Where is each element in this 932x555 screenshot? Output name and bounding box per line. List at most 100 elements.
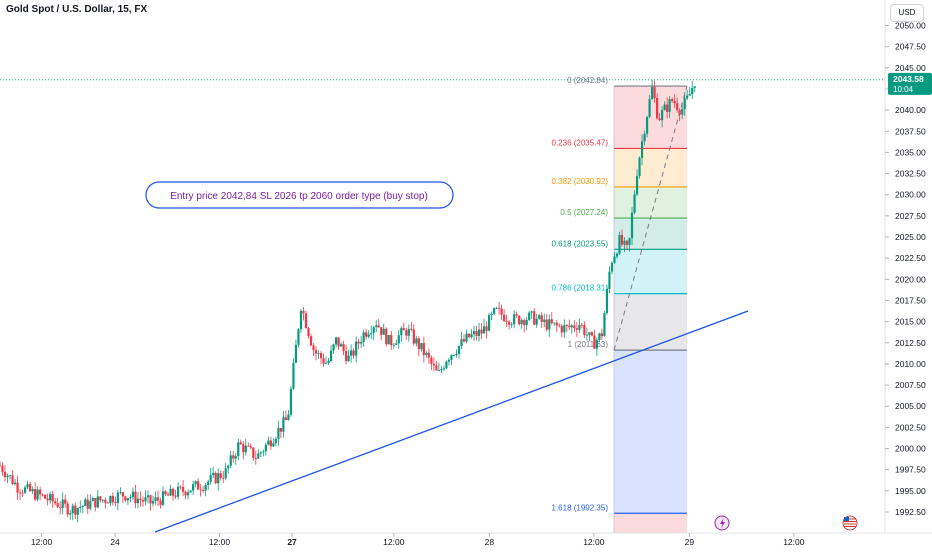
candle-body xyxy=(435,365,438,371)
candle-body xyxy=(678,110,681,115)
candle-body xyxy=(628,238,631,245)
candle-body xyxy=(417,338,420,350)
candle-body xyxy=(217,473,220,484)
candle-body xyxy=(69,513,72,515)
candle-body xyxy=(104,499,107,503)
candle-body xyxy=(550,319,553,324)
candle-body xyxy=(535,318,538,325)
candle-body xyxy=(18,492,22,494)
price-tick-label: 2037.50 xyxy=(895,126,926,136)
fib-level-label: 0.236 (2035.47) xyxy=(552,138,609,147)
time-tick-label: 12:00 xyxy=(209,537,231,547)
candle-body xyxy=(189,490,192,493)
candle-body xyxy=(292,362,295,389)
candle-body xyxy=(319,353,323,359)
candle-body xyxy=(232,455,235,459)
candle-body xyxy=(372,327,375,334)
candle-body xyxy=(590,332,593,336)
candle-body xyxy=(610,262,614,272)
candle-body xyxy=(314,350,318,354)
candle-body xyxy=(111,496,114,503)
candle-body xyxy=(94,497,97,508)
fibonacci-retracement[interactable]: 0 (2042.84) 0.236 (2035.47) 0.382 (2030.92… xyxy=(552,76,688,533)
candle-body xyxy=(56,503,59,508)
candle-body xyxy=(360,342,363,344)
price-tag-bg xyxy=(888,72,932,95)
candle-body xyxy=(513,314,516,325)
candle-body xyxy=(492,308,496,314)
candle-body xyxy=(86,499,89,509)
candle-body xyxy=(560,326,563,333)
candle-body xyxy=(568,325,571,328)
price-tag-value: 2043.58 xyxy=(893,74,924,84)
candle-body xyxy=(395,343,398,345)
time-tick-label: 27 xyxy=(287,537,297,547)
candle-body xyxy=(450,355,453,360)
candle-body xyxy=(663,104,666,111)
candle-body xyxy=(0,465,2,467)
candle-body xyxy=(161,491,165,505)
candle-body xyxy=(181,486,185,492)
fib-zone xyxy=(614,350,687,514)
fib-zone xyxy=(614,86,687,149)
candle-body xyxy=(598,333,601,340)
candle-body xyxy=(89,501,92,509)
candle-body xyxy=(385,328,388,345)
candle-body xyxy=(523,320,526,326)
price-tick-label: 2015.00 xyxy=(895,317,926,327)
candle-body xyxy=(44,494,47,499)
candle-body xyxy=(31,489,34,492)
candle-body xyxy=(204,485,207,491)
candle-body xyxy=(209,475,212,482)
candle-body xyxy=(357,341,360,344)
candle-body xyxy=(284,417,288,421)
candle-body xyxy=(279,427,282,432)
candle-body xyxy=(114,502,117,504)
candle-body xyxy=(578,324,581,330)
candle-body xyxy=(518,315,521,325)
candle-body xyxy=(563,325,566,333)
price-tick-label: 2025.00 xyxy=(895,232,926,242)
candle-body xyxy=(192,484,195,491)
candle-body xyxy=(558,325,561,327)
candle-body xyxy=(64,499,67,504)
fib-zone xyxy=(614,293,687,351)
candle-body xyxy=(254,458,257,459)
candle-body xyxy=(134,491,137,504)
price-tick-label: 2050.00 xyxy=(895,21,926,31)
candle-body xyxy=(505,321,508,322)
candle-body xyxy=(307,328,310,337)
candle-body xyxy=(174,495,177,497)
candle-body xyxy=(28,484,32,492)
time-axis[interactable]: 12:00 24 12:00 27 12:00 28 12:00 29 12:00 xyxy=(0,532,932,547)
candle-body xyxy=(661,110,664,121)
candle-body xyxy=(425,352,428,356)
candle-body xyxy=(686,95,689,99)
candle-body xyxy=(350,350,353,356)
candle-body xyxy=(500,308,503,315)
us-flag-canton xyxy=(844,517,849,521)
candle-body xyxy=(252,447,255,459)
fib-level-label: 0.618 (2023.55) xyxy=(552,239,609,248)
candle-body xyxy=(693,86,696,88)
candle-body xyxy=(643,133,646,142)
candle-body xyxy=(645,116,649,134)
candle-body xyxy=(365,332,368,337)
price-tag-countdown: 10:04 xyxy=(893,85,914,94)
candle-body xyxy=(470,334,473,338)
candle-body xyxy=(302,310,305,314)
candle-body xyxy=(202,490,205,491)
candle-body xyxy=(159,500,162,505)
candle-body xyxy=(131,491,135,498)
currency-button[interactable]: USD xyxy=(890,4,924,22)
candle-body xyxy=(3,471,7,478)
candle-body xyxy=(510,324,513,326)
candle-body xyxy=(605,288,609,314)
trendline[interactable] xyxy=(154,310,749,533)
candle-body xyxy=(229,455,232,466)
fib-zone xyxy=(614,513,687,533)
candle-body xyxy=(13,482,17,485)
time-tick-label: 12:00 xyxy=(31,537,53,547)
